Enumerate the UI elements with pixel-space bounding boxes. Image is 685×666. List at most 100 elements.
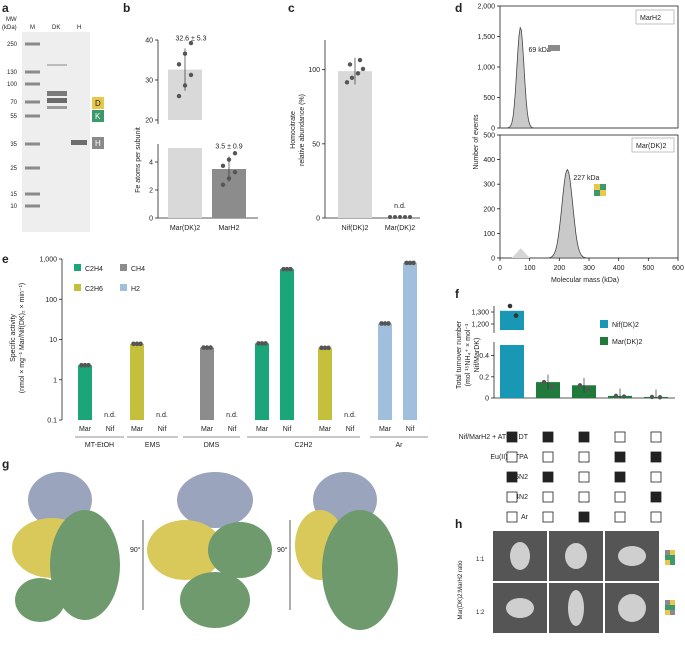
panel-f-letter: f (455, 287, 460, 301)
e-point (319, 345, 324, 351)
c-ylabel-2: relative abundance (%) (299, 94, 306, 166)
f-grid-cell (506, 451, 518, 463)
d-top-tag: MarH2 (640, 15, 661, 22)
h-row-1: 1:1 (476, 557, 485, 563)
legend-swatch-c2h4 (74, 264, 81, 271)
f-grid-cell (578, 511, 590, 523)
legend-ch4: CH4 (131, 266, 145, 273)
f-ylabel-1: Total turnover number (456, 320, 463, 389)
e-bar (378, 323, 392, 420)
gel-band-h (71, 140, 87, 145)
f-grid-cell (578, 491, 590, 503)
f-legend: Nif(DK)2 Mar(DK)2 (600, 320, 642, 346)
ladder-band (25, 142, 40, 146)
e-point (281, 266, 286, 272)
c-point (349, 75, 355, 81)
b-ytick-label: 4 (149, 160, 153, 167)
h-ylabel: Mar(DK)2:MarH2 ratio (458, 560, 464, 620)
ladder-label-130: 130 (7, 70, 18, 76)
b-point (182, 51, 188, 56)
tag-k-label: K (95, 112, 101, 121)
c-point (408, 215, 412, 219)
f-ylabel-2: (mol ¹⁵NH₄⁺ × mol⁻¹ (465, 323, 472, 386)
gel-mw-unit: (kDa) (2, 25, 17, 31)
f-ytick-label: 0.2 (479, 374, 489, 381)
e-group-label: DMS (204, 442, 220, 449)
f-grid-cell (614, 431, 626, 443)
c-point (393, 215, 397, 219)
d-icon-dk (594, 184, 600, 190)
c-ytick-label: 50 (312, 141, 320, 148)
b-point (220, 182, 226, 187)
lane-label-dk: DK (52, 25, 60, 31)
e-nd-label: n.d. (226, 412, 238, 419)
legend-h2: H2 (131, 286, 140, 293)
h-stoich-icons (665, 550, 675, 615)
e-bar-label: Mar (256, 426, 269, 433)
d-ytick-label: 1,000 (477, 65, 495, 72)
e-point (411, 260, 416, 266)
cryoem-view-2 (147, 472, 272, 628)
e-ytick-label: 10 (49, 337, 57, 344)
c-nd-label: n.d. (394, 203, 406, 210)
e-bar-label: Mar (201, 426, 214, 433)
tag-d (92, 97, 104, 109)
gel-image (22, 32, 90, 232)
b-point (188, 40, 194, 46)
c-point (360, 66, 366, 72)
c-point (388, 215, 392, 219)
ladder-label-25: 25 (10, 166, 17, 172)
c-point (344, 80, 350, 85)
panel-d-letter: d (455, 1, 462, 15)
c-ytick-label: 0 (316, 216, 320, 223)
f-grid-cell (650, 451, 662, 463)
b-point (182, 83, 188, 88)
d-ytick-label: 500 (483, 133, 495, 140)
d-xtick-label: 300 (583, 265, 595, 272)
e-bar-label: Nif (106, 426, 115, 433)
e-bar-label: Mar (379, 426, 392, 433)
e-point (256, 341, 261, 346)
d-xtick-label: 600 (672, 265, 684, 272)
e-point (259, 341, 265, 346)
legend-c2h6: C2H6 (85, 286, 103, 293)
ladder-band (25, 192, 40, 196)
e-bar-label: Nif (158, 426, 167, 433)
e-bar (255, 343, 269, 420)
chart-c: 0 50 100 Nif(DK)2 n.d. Mar(DK)2 (308, 40, 420, 232)
e-bar (318, 347, 332, 420)
f-grid-cell (542, 451, 554, 463)
ladder-label-55: 55 (10, 114, 17, 120)
panel-g-letter: g (2, 457, 9, 471)
b-ytick-label: 30 (145, 78, 153, 85)
lane-label-m: M (30, 25, 35, 31)
legend-mar: Mar(DK)2 (612, 339, 642, 346)
e-point (288, 266, 293, 272)
gel-mw-label: MW (6, 17, 17, 23)
b-xlabel: Mar(DK)2 (170, 225, 200, 232)
f-point (507, 303, 513, 309)
ladder-label-250: 250 (7, 42, 18, 48)
b-point (226, 176, 232, 181)
d-ytick-label: 200 (483, 206, 495, 213)
gel-band-faint (47, 64, 67, 66)
f-condition-label: Ar (521, 514, 529, 521)
d-icon-dk (600, 184, 606, 190)
e-ylabel-1: Specific activity (10, 314, 17, 362)
e-legend: C2H4 CH4 C2H6 H2 (74, 264, 145, 293)
f-point (549, 384, 555, 390)
f-grid-cell (578, 471, 590, 483)
b-bar-lower (168, 148, 202, 218)
ladder-label-35: 35 (10, 142, 17, 148)
e-nd-label: n.d. (344, 412, 356, 419)
ladder-label-15: 15 (10, 192, 17, 198)
d-icon-h (548, 45, 554, 51)
c-point (357, 57, 363, 63)
b-ytick-label: 20 (145, 118, 153, 125)
f-point (657, 395, 663, 400)
c-point (403, 215, 407, 219)
d-xtick-label: 100 (524, 265, 536, 272)
e-group-label: MT-EtOH (85, 442, 114, 449)
legend-swatch-h2 (120, 284, 127, 291)
e-point (284, 266, 290, 272)
